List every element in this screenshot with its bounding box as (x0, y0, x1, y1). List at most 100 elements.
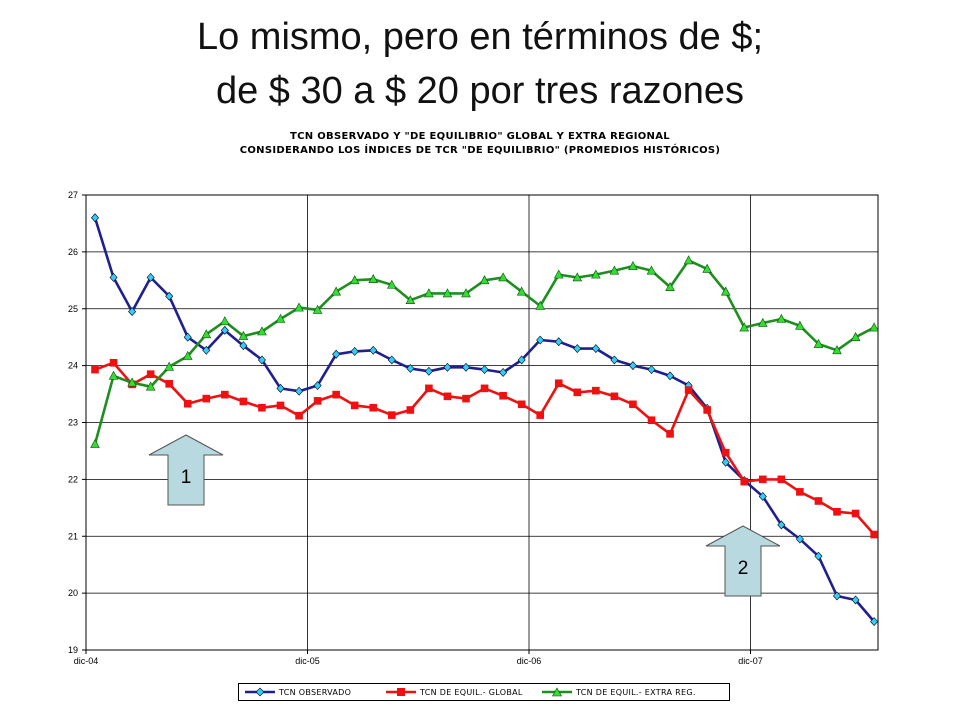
data-point-observado (628, 361, 637, 371)
data-point-extra (757, 317, 768, 327)
data-point-observado (257, 355, 266, 365)
y-tick-label: 20 (68, 588, 78, 598)
slide-title-line-1: Lo mismo, pero en términos de $; (196, 16, 764, 58)
data-point-extra (90, 438, 100, 448)
x-tick-label: dic-05 (295, 656, 320, 666)
data-point-global (443, 392, 452, 401)
data-point-global (109, 358, 118, 367)
legend-item-extra: TCN DE EQUIL.- EXTRA REG. (541, 684, 696, 700)
x-tick-label: dic-06 (517, 656, 542, 666)
data-point-observado (777, 520, 786, 530)
arrow-callout-2 (705, 525, 781, 597)
data-point-extra (145, 381, 156, 391)
data-point-extra (702, 263, 712, 273)
data-point-extra (665, 282, 675, 291)
data-point-extra (238, 330, 249, 340)
chart-title: TCN OBSERVADO Y "DE EQUILIBRIO" GLOBAL Y… (160, 130, 800, 158)
data-point-extra (832, 345, 842, 355)
legend-swatch-extra (542, 687, 572, 697)
legend-item-global: TCN DE EQUIL.- GLOBAL (385, 684, 523, 700)
data-point-global (740, 477, 749, 486)
data-point-global (425, 384, 433, 393)
slide-title-line-2: de $ 30 a $ 20 por tres razones (215, 70, 745, 112)
data-point-extra (646, 265, 657, 275)
data-point-global (796, 488, 804, 496)
data-point-observado (90, 213, 100, 223)
data-point-observado (239, 341, 248, 351)
data-point-observado (424, 366, 433, 376)
data-point-observado (610, 355, 619, 365)
data-point-observado (387, 355, 396, 365)
data-point-global (239, 397, 248, 406)
legend-label-extra: TCN DE EQUIL.- EXTRA REG. (576, 687, 696, 697)
data-point-global (870, 530, 878, 539)
data-point-observado (295, 386, 304, 396)
data-point-global (369, 403, 378, 412)
data-point-observado (647, 365, 656, 375)
data-point-observado (350, 346, 359, 356)
data-point-global (146, 370, 155, 378)
data-point-global (406, 406, 415, 414)
data-point-observado (369, 345, 378, 355)
data-point-global (276, 401, 285, 410)
data-point-observado (406, 364, 415, 373)
data-point-observado (332, 349, 341, 359)
data-point-global (721, 448, 730, 457)
data-point-global (183, 399, 192, 408)
data-point-global (629, 400, 637, 409)
arrow-callout-1 (148, 434, 224, 506)
data-point-extra (349, 275, 360, 285)
data-point-global (703, 406, 711, 414)
data-point-observado (165, 291, 174, 301)
data-point-global (313, 397, 322, 405)
y-tick-label: 23 (68, 418, 78, 428)
data-point-extra (294, 302, 304, 312)
data-point-extra (442, 288, 453, 298)
data-point-observado (499, 368, 508, 377)
data-point-observado (146, 273, 155, 282)
arrow-callout-2-label: 2 (738, 558, 749, 579)
data-point-global (666, 430, 674, 438)
y-tick-label: 25 (68, 304, 78, 314)
data-point-extra (182, 350, 193, 360)
legend-label-observado: TCN OBSERVADO (279, 687, 352, 697)
data-point-observado (276, 383, 285, 393)
slide-title: Lo mismo, pero en términos de $; de $ 30… (0, 10, 960, 118)
data-point-observado (109, 273, 118, 282)
chart-title-line-1: TCN OBSERVADO Y "DE EQUILIBRIO" GLOBAL Y… (290, 131, 670, 142)
data-point-extra (461, 288, 471, 298)
y-tick-label: 24 (68, 361, 78, 371)
data-point-global (536, 411, 545, 419)
data-point-extra (813, 338, 824, 348)
x-tick-label: dic-07 (738, 656, 763, 666)
data-point-global (592, 386, 600, 395)
data-point-observado (666, 371, 675, 381)
data-point-global (258, 403, 266, 412)
data-point-global (777, 475, 786, 484)
data-point-observado (183, 332, 192, 342)
legend-swatch-observado (245, 687, 275, 697)
data-point-extra (535, 300, 546, 310)
data-point-global (332, 390, 340, 399)
data-point-extra (628, 260, 638, 270)
data-point-extra (479, 275, 490, 285)
data-point-global (387, 411, 396, 419)
data-point-global (350, 401, 359, 410)
data-point-observado (721, 457, 730, 467)
arrow-callout-1-label: 1 (181, 467, 192, 488)
data-point-observado (795, 534, 804, 544)
data-point-global (295, 411, 303, 420)
data-point-extra (516, 286, 527, 296)
data-point-extra (368, 274, 379, 283)
data-point-global (684, 386, 693, 394)
y-tick-label: 26 (68, 247, 78, 257)
data-point-extra (776, 313, 787, 323)
data-point-global (851, 509, 860, 518)
legend-swatch-global (386, 688, 416, 696)
data-point-extra (312, 304, 323, 314)
data-point-extra (201, 329, 212, 339)
data-point-global (480, 384, 489, 393)
data-point-extra (572, 272, 583, 282)
data-point-observado (443, 362, 452, 372)
chart-legend: TCN OBSERVADO TCN DE EQUIL.- GLOBAL TCN … (238, 683, 730, 701)
